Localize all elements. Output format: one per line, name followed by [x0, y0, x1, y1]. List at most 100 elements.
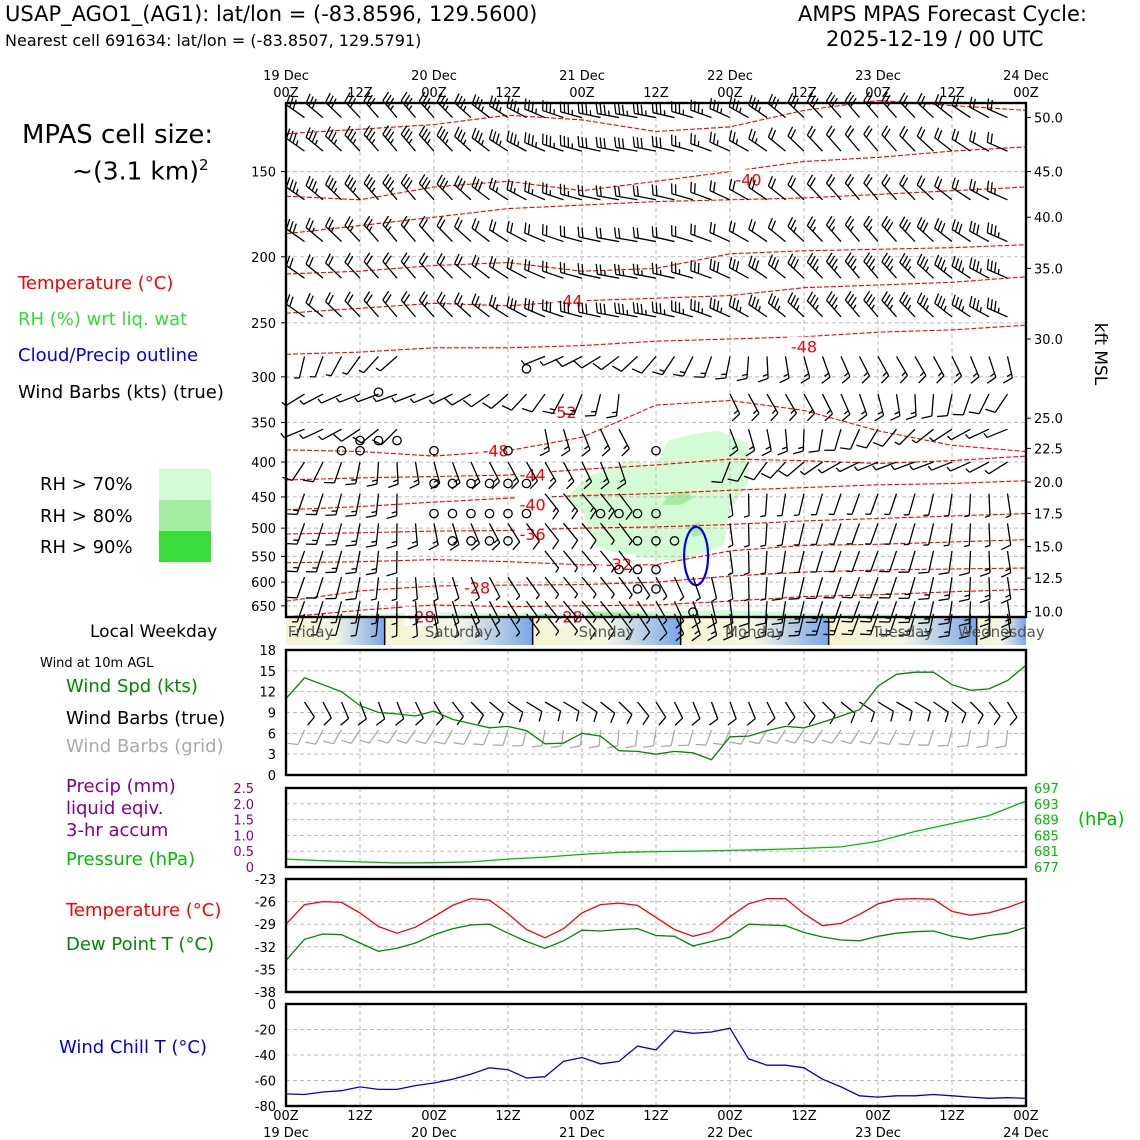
- wind-barb-flag: [707, 634, 717, 642]
- wind-barb-flag: [581, 449, 591, 457]
- wind-barb: [690, 308, 712, 318]
- wind-barb-flag: [694, 630, 700, 635]
- wind-barb-flag: [886, 297, 894, 307]
- temperature-contour-label: -32: [606, 555, 632, 574]
- wind-barb-flag: [994, 262, 997, 273]
- wind-barb-flag: [382, 125, 390, 135]
- wind-barb-flag: [324, 126, 331, 137]
- wind-barb-flag: [454, 478, 460, 483]
- wind-barb: [380, 428, 398, 446]
- wind-barb-flag: [806, 291, 814, 302]
- wind-barb-flag: [844, 125, 852, 135]
- wind-barb: [471, 393, 490, 408]
- wind-barb: [303, 393, 324, 405]
- pressure-hpa-tick-label: 681: [1034, 845, 1059, 860]
- wind-barb-flag: [421, 255, 429, 266]
- weekday-band: [976, 618, 1026, 645]
- wind-barb-flag: [809, 294, 816, 305]
- wind-barb-flag: [919, 295, 926, 305]
- wind-barb-flag: [771, 634, 783, 638]
- wind-barb-flag: [944, 631, 950, 634]
- wind-barb-flag: [821, 376, 831, 384]
- wind-barb-flag: [571, 510, 579, 520]
- wind-barb-flag: [899, 216, 906, 227]
- wind-barb-flag: [608, 507, 613, 513]
- surface-wind-barb-true: [600, 701, 616, 714]
- temperature-contour: [285, 539, 1027, 566]
- wind-barb: [634, 195, 657, 201]
- wind-barb: [950, 428, 971, 441]
- wind-barb-flag: [350, 622, 356, 625]
- wind-barb: [671, 144, 694, 152]
- wind-barb: [599, 550, 615, 569]
- wind-barb: [344, 261, 361, 279]
- wind-barb-flag: [599, 264, 602, 275]
- wind-barb-flag: [1005, 514, 1011, 519]
- surface-wind-barb-true-flag: [927, 711, 932, 722]
- rh90-swatch: [159, 531, 211, 562]
- wind-barb-flag: [492, 296, 497, 308]
- wind-barb-flag: [474, 220, 480, 231]
- wind-barb-flag: [592, 362, 602, 371]
- surface-wind-barb-true: [526, 701, 543, 712]
- wind-barb-flag: [783, 373, 789, 378]
- wind-barb-flag: [391, 510, 397, 514]
- wind-barb-flag: [659, 104, 662, 115]
- chill-y-tick: 0: [268, 998, 276, 1013]
- wind-barb-flag: [509, 181, 514, 192]
- pressure-tick-label: 650: [251, 600, 276, 615]
- wind-barb-flag: [849, 258, 857, 268]
- wind-barb: [471, 185, 490, 201]
- wind-barb-flag: [919, 219, 926, 230]
- wind-barb-flag: [760, 544, 766, 548]
- wind-barb-flag: [863, 215, 871, 226]
- wind-barb-flag: [632, 185, 636, 196]
- wind-barb: [414, 577, 419, 600]
- wind-barb-flag: [972, 372, 978, 377]
- wind-barb-flag: [371, 510, 377, 514]
- wind-barb-flag: [806, 412, 816, 422]
- wind-barb: [634, 312, 657, 318]
- wind-barb: [315, 550, 324, 573]
- wind-barb-flag: [527, 100, 531, 111]
- wind-barb: [511, 393, 527, 411]
- wind-barb-flag: [585, 477, 591, 483]
- wind-barb-flag: [958, 223, 963, 235]
- wind-barb: [543, 355, 564, 366]
- wind-barb-flag: [937, 257, 943, 268]
- wind-barb-flag: [636, 227, 639, 239]
- surface-wind-barb-true: [729, 701, 737, 720]
- wind-barb-flag: [964, 631, 970, 634]
- surface-wind-barb-grid-flag: [976, 745, 987, 749]
- surface-wind-barb-true: [636, 701, 650, 717]
- wind-barb-flag: [787, 92, 794, 103]
- surface-wind-barb-true: [470, 701, 484, 716]
- wind-barb-flag: [877, 410, 883, 415]
- wind-barb-flag: [808, 450, 820, 453]
- surface-wind-barb-grid-flag: [766, 739, 777, 745]
- wind-barb-flag: [748, 128, 753, 139]
- wind-barb: [355, 461, 361, 484]
- wind-barb-flag: [964, 618, 970, 622]
- wind-barb-flag: [418, 291, 426, 301]
- wind-barb-flag: [984, 568, 990, 572]
- calm-circle: [614, 508, 624, 519]
- wind-barb-flag: [628, 568, 633, 574]
- wind-barb-flag: [535, 594, 540, 600]
- wind-barb-flag: [787, 175, 794, 186]
- wind-barb: [400, 260, 416, 279]
- surface-wind-barb-grid-flag: [803, 739, 814, 744]
- wind-barb-flag: [366, 294, 373, 304]
- wind-barb-flag: [994, 300, 997, 312]
- wind-barb-flag: [424, 180, 431, 190]
- wind-barb: [400, 299, 416, 318]
- wind-barb: [599, 576, 615, 595]
- wind-barb: [544, 522, 560, 542]
- bottom-time-tick: 00Z: [569, 1109, 595, 1124]
- bottom-time-tick: 00Z: [273, 1109, 299, 1124]
- wind-barb: [671, 193, 694, 201]
- wind-barb-flag: [601, 448, 611, 457]
- wind-barb: [690, 270, 712, 279]
- kft-tick-label: 10.0: [1034, 606, 1063, 621]
- surface-wind-barb-true-flag: [575, 711, 580, 722]
